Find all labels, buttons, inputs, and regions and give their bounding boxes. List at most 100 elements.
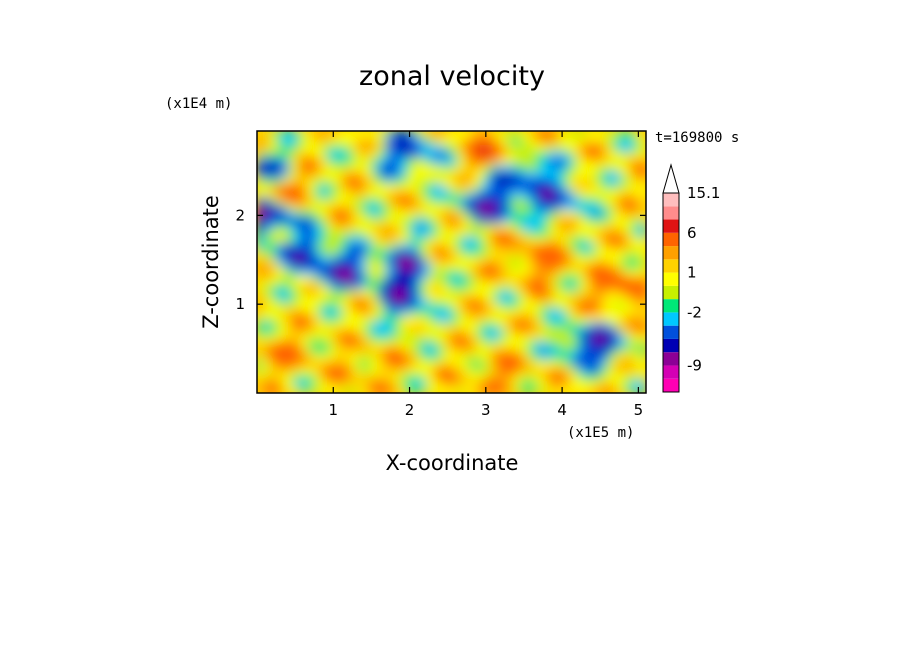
field-cell — [359, 319, 369, 329]
field-cell — [314, 215, 323, 224]
field-cell — [431, 365, 440, 375]
field-cell — [463, 136, 472, 146]
field-cell — [340, 306, 349, 316]
field-cell — [625, 313, 635, 322]
field-cell — [502, 188, 511, 198]
field-cell — [262, 274, 271, 283]
field-cell — [385, 339, 395, 349]
field-cell — [489, 215, 498, 224]
field-cell — [586, 365, 596, 375]
field-cell — [314, 241, 323, 250]
field-cell — [268, 346, 278, 355]
field-cell — [320, 247, 330, 257]
field-cell — [567, 215, 576, 224]
field-cell — [638, 313, 646, 322]
field-cell — [353, 162, 362, 172]
field-cell — [521, 372, 531, 381]
field-cell — [463, 300, 472, 309]
field-cell — [482, 359, 492, 368]
field-cell — [320, 162, 330, 172]
field-cell — [307, 143, 317, 152]
field-cell — [392, 241, 401, 250]
field-cell — [567, 143, 576, 152]
field-cell — [424, 385, 434, 393]
field-cell — [288, 261, 297, 270]
field-cell — [521, 261, 531, 270]
field-cell — [612, 385, 622, 393]
field-cell — [547, 261, 557, 270]
field-cell — [437, 221, 447, 231]
field-cell — [489, 372, 498, 381]
field-cell — [444, 143, 453, 152]
field-cell — [560, 378, 570, 388]
field-cell — [294, 261, 304, 270]
field-cell — [418, 188, 427, 198]
field-cell — [560, 156, 570, 165]
field-cell — [333, 156, 343, 165]
field-cell — [567, 385, 576, 393]
field-cell — [301, 254, 310, 263]
field-cell — [606, 182, 615, 191]
field-cell — [619, 175, 628, 185]
field-cell — [346, 385, 356, 393]
field-cell — [411, 352, 421, 362]
field-cell — [268, 162, 278, 172]
field-cell — [301, 247, 310, 257]
field-cell — [612, 143, 622, 152]
field-cell — [346, 131, 356, 139]
field-cell — [586, 287, 596, 296]
field-cell — [294, 215, 304, 224]
field-cell — [366, 169, 375, 178]
field-cell — [268, 274, 278, 283]
field-cell — [508, 208, 518, 218]
field-cell — [567, 378, 576, 388]
field-cell — [353, 359, 362, 368]
field-cell — [456, 333, 466, 342]
field-cell — [534, 293, 544, 303]
field-cell — [379, 339, 388, 349]
field-cell — [418, 143, 427, 152]
field-cell — [508, 215, 518, 224]
field-cell — [340, 195, 349, 205]
field-cell — [275, 293, 284, 303]
field-cell — [327, 131, 336, 139]
field-cell — [573, 241, 583, 250]
field-cell — [340, 339, 349, 349]
field-cell — [392, 333, 401, 342]
field-cell — [281, 293, 291, 303]
field-cell — [353, 182, 362, 191]
field-cell — [619, 385, 628, 393]
field-cell — [515, 162, 524, 172]
field-cell — [463, 215, 472, 224]
field-cell — [314, 293, 323, 303]
field-cell — [437, 293, 447, 303]
field-cell — [379, 143, 388, 152]
field-cell — [580, 293, 589, 303]
field-cell — [593, 202, 602, 211]
field-cell — [294, 234, 304, 244]
field-cell — [560, 169, 570, 178]
field-cell — [612, 313, 622, 322]
field-cell — [379, 208, 388, 218]
field-cell — [444, 313, 453, 322]
field-cell — [521, 346, 531, 355]
field-cell — [541, 215, 550, 224]
field-cell — [385, 267, 395, 277]
field-cell — [554, 313, 563, 322]
field-cell — [424, 267, 434, 277]
field-cell — [463, 162, 472, 172]
field-cell — [606, 175, 615, 185]
field-cell — [340, 221, 349, 231]
field-cell — [463, 365, 472, 375]
field-cell — [275, 378, 284, 388]
field-cell — [333, 143, 343, 152]
field-cell — [515, 149, 524, 159]
field-cell — [586, 131, 596, 139]
field-cell — [275, 300, 284, 309]
field-cell — [599, 313, 609, 322]
field-cell — [450, 319, 459, 329]
field-cell — [560, 339, 570, 349]
field-cell — [593, 287, 602, 296]
field-cell — [547, 293, 557, 303]
field-cell — [482, 267, 492, 277]
